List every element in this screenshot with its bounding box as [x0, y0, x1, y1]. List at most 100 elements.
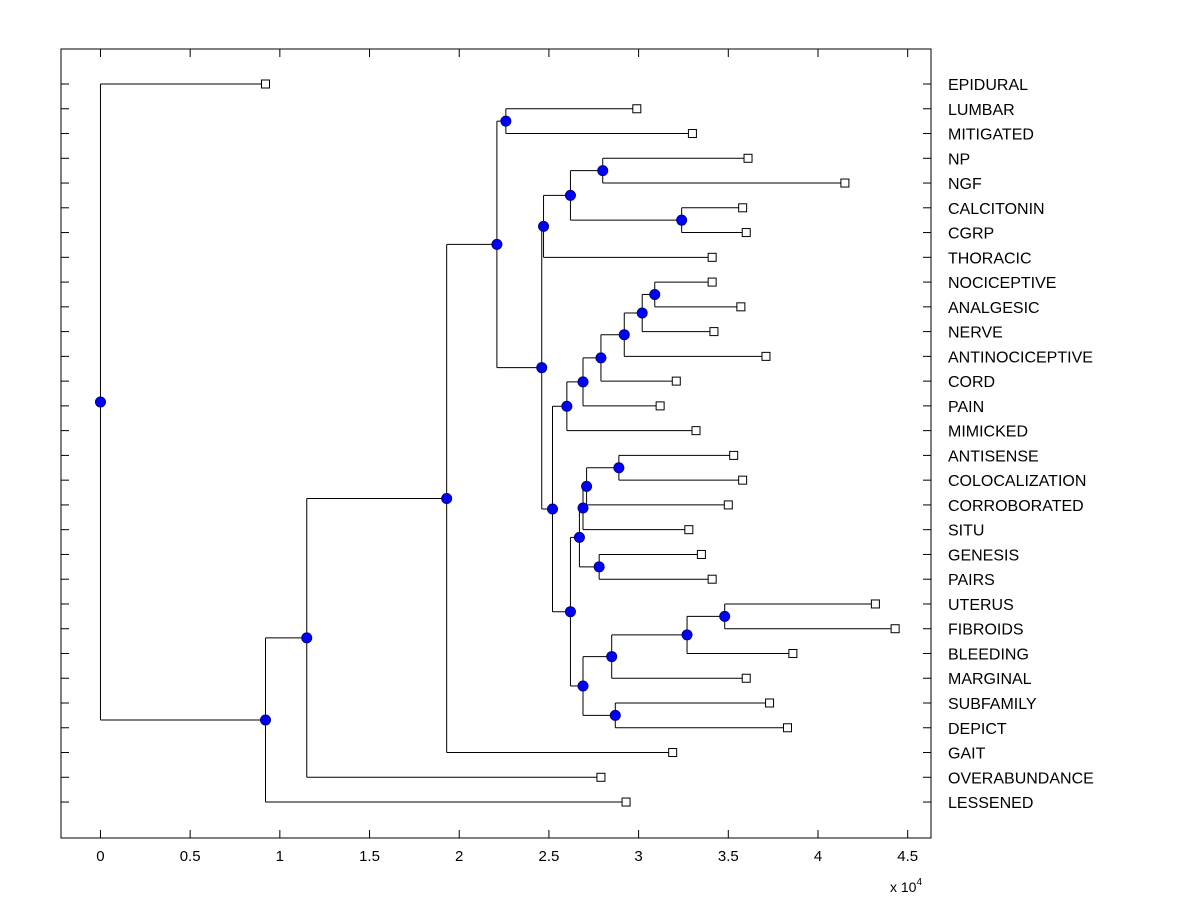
node-marker [500, 115, 512, 127]
node-marker [301, 632, 313, 644]
leaf-label: GAIT [948, 746, 986, 763]
plot-area [60, 48, 932, 839]
leaf-label: OVERABUNDANCE [948, 770, 1094, 787]
node-markers [94, 115, 731, 726]
leaf-marker [707, 277, 717, 287]
leaf-label: LESSENED [948, 795, 1033, 812]
leaf-label: THORACIC [948, 250, 1032, 267]
x-tick-label: 0 [96, 848, 104, 865]
x-tick-label: 4 [814, 848, 822, 865]
leaf-label: MITIGATED [948, 127, 1034, 144]
leaf-label: MARGINAL [948, 671, 1032, 688]
node-marker [609, 709, 621, 721]
leaf-label: NERVE [948, 325, 1003, 342]
x-tick-label: 2.5 [538, 848, 559, 865]
node-marker [94, 396, 106, 408]
leaf-label: EPIDURAL [948, 77, 1028, 94]
node-marker [581, 480, 593, 492]
leaf-label: NGF [948, 176, 982, 193]
leaf-label: CGRP [948, 226, 994, 243]
leaf-marker [707, 574, 717, 584]
leaf-marker [890, 624, 900, 634]
node-marker [577, 680, 589, 692]
leaf-label: LUMBAR [948, 102, 1015, 119]
x-multiplier-label: x 104 [890, 877, 922, 895]
leaf-marker [621, 797, 631, 807]
leaf-marker [655, 401, 665, 411]
leaf-label: DEPICT [948, 721, 1007, 738]
leaf-marker [788, 648, 798, 658]
x-tick-label: 2 [455, 848, 463, 865]
node-marker [547, 503, 559, 515]
leaf-marker [687, 129, 697, 139]
leaf-marker [741, 228, 751, 238]
node-marker [593, 561, 605, 573]
leaf-label: CALCITONIN [948, 201, 1045, 218]
node-marker [676, 214, 688, 226]
leaf-marker [671, 376, 681, 386]
leaf-label: MIMICKED [948, 424, 1028, 441]
node-marker [536, 362, 548, 374]
leaf-marker [729, 450, 739, 460]
leaf-marker [691, 426, 701, 436]
node-marker [649, 288, 661, 300]
leaf-label: ANTISENSE [948, 448, 1039, 465]
leaf-marker [765, 698, 775, 708]
leaf-marker [761, 351, 771, 361]
leaf-label: ANALGESIC [948, 300, 1040, 317]
leaf-label: CORROBORATED [948, 498, 1084, 515]
x-tick-label: 3.5 [718, 848, 739, 865]
leaf-marker [738, 203, 748, 213]
leaf-label: ANTINOCICEPTIVE [948, 349, 1093, 366]
leaf-marker [707, 252, 717, 262]
x-multiplier-exponent: 4 [916, 877, 922, 888]
node-marker [577, 502, 589, 514]
leaf-label: COLOCALIZATION [948, 473, 1086, 490]
leaf-marker [696, 549, 706, 559]
leaf-label: PAIRS [948, 572, 995, 589]
leaf-label: PAIN [948, 399, 984, 416]
node-marker [538, 220, 550, 232]
node-marker [564, 189, 576, 201]
node-marker [595, 352, 607, 364]
leaf-label: CORD [948, 374, 995, 391]
node-marker [491, 238, 503, 250]
node-marker [618, 329, 630, 341]
node-marker [573, 531, 585, 543]
x-axis: 0 0.5 1 1.5 2 2.5 3 3.5 4 4.5 [96, 49, 918, 865]
leaf-marker [736, 302, 746, 312]
node-marker [636, 307, 648, 319]
leaf-label: SUBFAMILY [948, 696, 1037, 713]
x-tick-label: 1 [276, 848, 284, 865]
leaf-labels: EPIDURAL LUMBAR MITIGATED NP NGF CALCITONIN CG… [948, 77, 1094, 812]
node-marker [259, 714, 271, 726]
node-marker [561, 400, 573, 412]
x-tick-label: 1.5 [359, 848, 380, 865]
node-marker [681, 629, 693, 641]
leaf-label: SITU [948, 523, 984, 540]
leaf-label: NOCICEPTIVE [948, 275, 1056, 292]
node-marker [613, 462, 625, 474]
leaf-marker [782, 723, 792, 733]
leaf-marker [870, 599, 880, 609]
leaf-marker [840, 178, 850, 188]
y-axis [61, 83, 931, 803]
node-marker [577, 376, 589, 388]
leaf-marker [596, 772, 606, 782]
leaf-markers [260, 79, 900, 807]
node-marker [597, 165, 609, 177]
node-marker [564, 606, 576, 618]
leaf-label: BLEEDING [948, 646, 1029, 663]
x-tick-label: 0.5 [180, 848, 201, 865]
leaf-marker [684, 525, 694, 535]
node-marker [606, 651, 618, 663]
leaf-marker [632, 104, 642, 114]
leaf-label: FIBROIDS [948, 622, 1024, 639]
leaf-marker [738, 475, 748, 485]
leaf-label: GENESIS [948, 547, 1019, 564]
leaf-marker [709, 327, 719, 337]
x-multiplier-base: x 10 [890, 879, 917, 895]
leaf-marker [741, 673, 751, 683]
x-tick-label: 3 [634, 848, 642, 865]
